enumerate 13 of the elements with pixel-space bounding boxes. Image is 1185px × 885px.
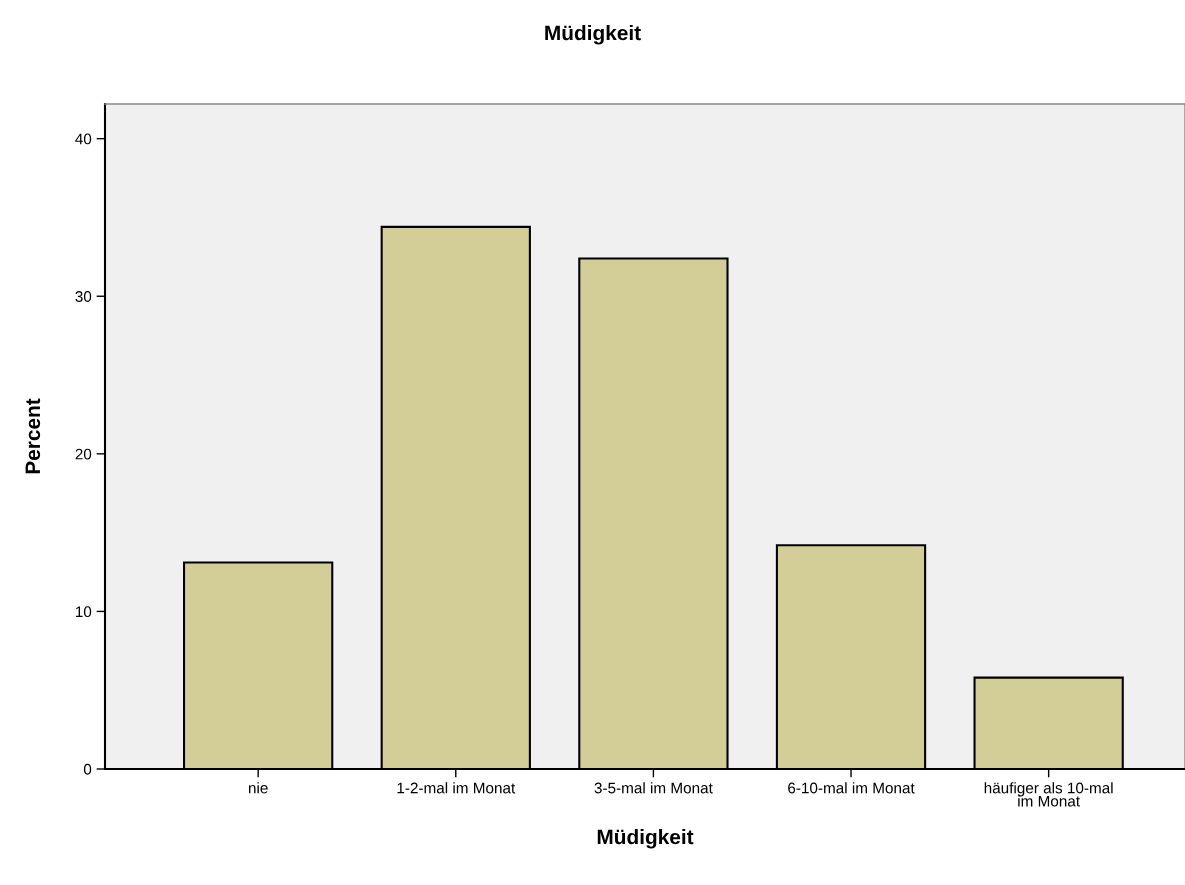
y-axis-title: Percent: [25, 398, 41, 474]
y-tick-label: 20: [75, 448, 92, 460]
x-tick-label: nie: [248, 782, 268, 794]
x-tick-label: 6-10-mal im Monat: [788, 782, 915, 794]
chart-title: Müdigkeit: [545, 25, 641, 45]
x-tick-label: häufiger als 10-mal im Monat: [984, 782, 1113, 807]
y-tick-label: 40: [75, 133, 92, 145]
y-tick-label: 30: [75, 291, 92, 302]
x-tick-label: 3-5-mal im Monat: [594, 782, 713, 794]
y-tick-label: 0: [83, 763, 92, 775]
x-tick-label: 1-2-mal im Monat: [397, 782, 516, 794]
y-tick-label: 10: [75, 606, 92, 618]
x-axis-title: Müdigkeit: [597, 829, 694, 849]
